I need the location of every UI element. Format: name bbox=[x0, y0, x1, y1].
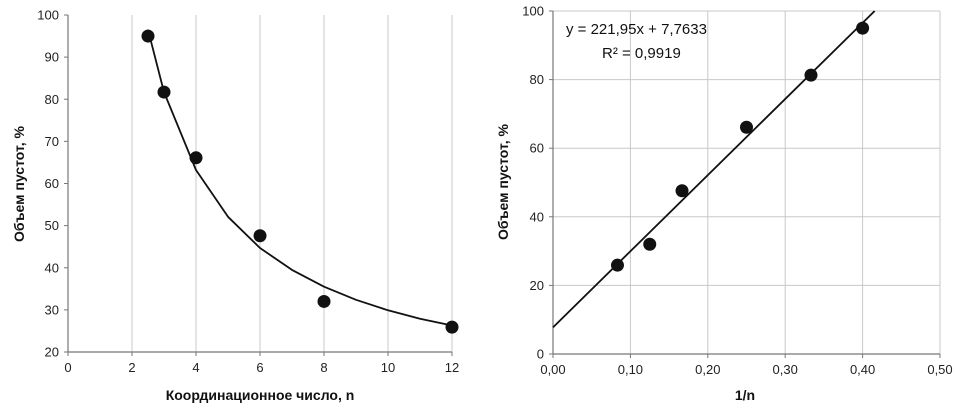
x-tick-label: 8 bbox=[320, 360, 327, 375]
x-tick-label: 0,40 bbox=[850, 362, 875, 377]
y-tick-label: 0 bbox=[537, 347, 544, 362]
y-axis-title: Объем пустот, % bbox=[11, 125, 27, 242]
x-tick-label: 0,50 bbox=[927, 362, 952, 377]
x-axis-title: Координационное число, n bbox=[166, 387, 355, 403]
data-point bbox=[643, 237, 657, 251]
chart-inverse-n: 0,00 0,10 0,20 0,30 0,40 0,50 0 20 40 60 80 100 y =… bbox=[495, 4, 953, 404]
r-squared: R² = 0,9919 bbox=[602, 45, 681, 62]
grid bbox=[552, 10, 941, 355]
y-tick-label: 30 bbox=[45, 302, 59, 317]
y-tick-label: 50 bbox=[45, 218, 59, 233]
axes bbox=[64, 14, 453, 356]
trend-equation: y = 221,95x + 7,7633 bbox=[566, 21, 707, 38]
data-point bbox=[610, 258, 624, 272]
x-axis-title: 1/n bbox=[735, 387, 755, 403]
data-point bbox=[141, 29, 155, 43]
y-tick-label: 60 bbox=[530, 141, 544, 156]
data-point bbox=[317, 294, 331, 308]
x-tick-label: 0,00 bbox=[540, 362, 565, 377]
x-tick-label: 2 bbox=[128, 360, 135, 375]
data-point bbox=[675, 184, 689, 198]
y-tick-label: 20 bbox=[530, 278, 544, 293]
y-tick-label: 40 bbox=[530, 209, 544, 224]
data-point bbox=[740, 120, 753, 134]
data-points bbox=[610, 21, 870, 272]
tick-labels: 0,00 0,10 0,20 0,30 0,40 0,50 0 20 40 60 80 100 bbox=[522, 4, 952, 378]
y-tick-label: 100 bbox=[522, 4, 544, 19]
x-tick-label: 4 bbox=[192, 360, 199, 375]
x-tick-label: 0,30 bbox=[773, 362, 798, 377]
x-tick-label: 0 bbox=[64, 360, 71, 375]
x-tick-label: 0,20 bbox=[695, 362, 720, 377]
chart-coordination-number: 0 2 4 6 8 10 12 20 30 40 50 60 70 80 90 100 Координацио… bbox=[11, 8, 459, 404]
data-point bbox=[189, 151, 203, 165]
data-point bbox=[253, 229, 267, 243]
data-point bbox=[157, 85, 171, 99]
x-tick-label: 12 bbox=[445, 360, 459, 375]
axes bbox=[549, 10, 941, 358]
y-axis-title: Объем пустот, % bbox=[495, 123, 511, 240]
y-tick-label: 90 bbox=[45, 50, 59, 65]
data-points bbox=[141, 29, 459, 334]
data-point bbox=[804, 68, 818, 82]
trend-curve-path bbox=[147, 29, 453, 327]
x-tick-label: 6 bbox=[256, 360, 263, 375]
y-tick-label: 60 bbox=[45, 176, 59, 191]
y-tick-label: 80 bbox=[530, 72, 544, 87]
grid bbox=[67, 15, 453, 352]
y-tick-label: 100 bbox=[37, 8, 59, 23]
x-tick-label: 0,10 bbox=[618, 362, 643, 377]
trend-line bbox=[552, 10, 876, 329]
trend-curve bbox=[147, 29, 453, 327]
data-point bbox=[856, 21, 870, 35]
x-tick-label: 10 bbox=[381, 360, 395, 375]
y-tick-label: 80 bbox=[45, 92, 59, 107]
tick-labels: 0 2 4 6 8 10 12 20 30 40 50 60 70 80 90 100 bbox=[37, 8, 459, 376]
y-tick-label: 70 bbox=[45, 134, 59, 149]
data-point bbox=[445, 320, 459, 334]
y-tick-label: 20 bbox=[45, 345, 59, 360]
trend-line-path bbox=[552, 10, 876, 329]
y-tick-label: 40 bbox=[45, 260, 59, 275]
